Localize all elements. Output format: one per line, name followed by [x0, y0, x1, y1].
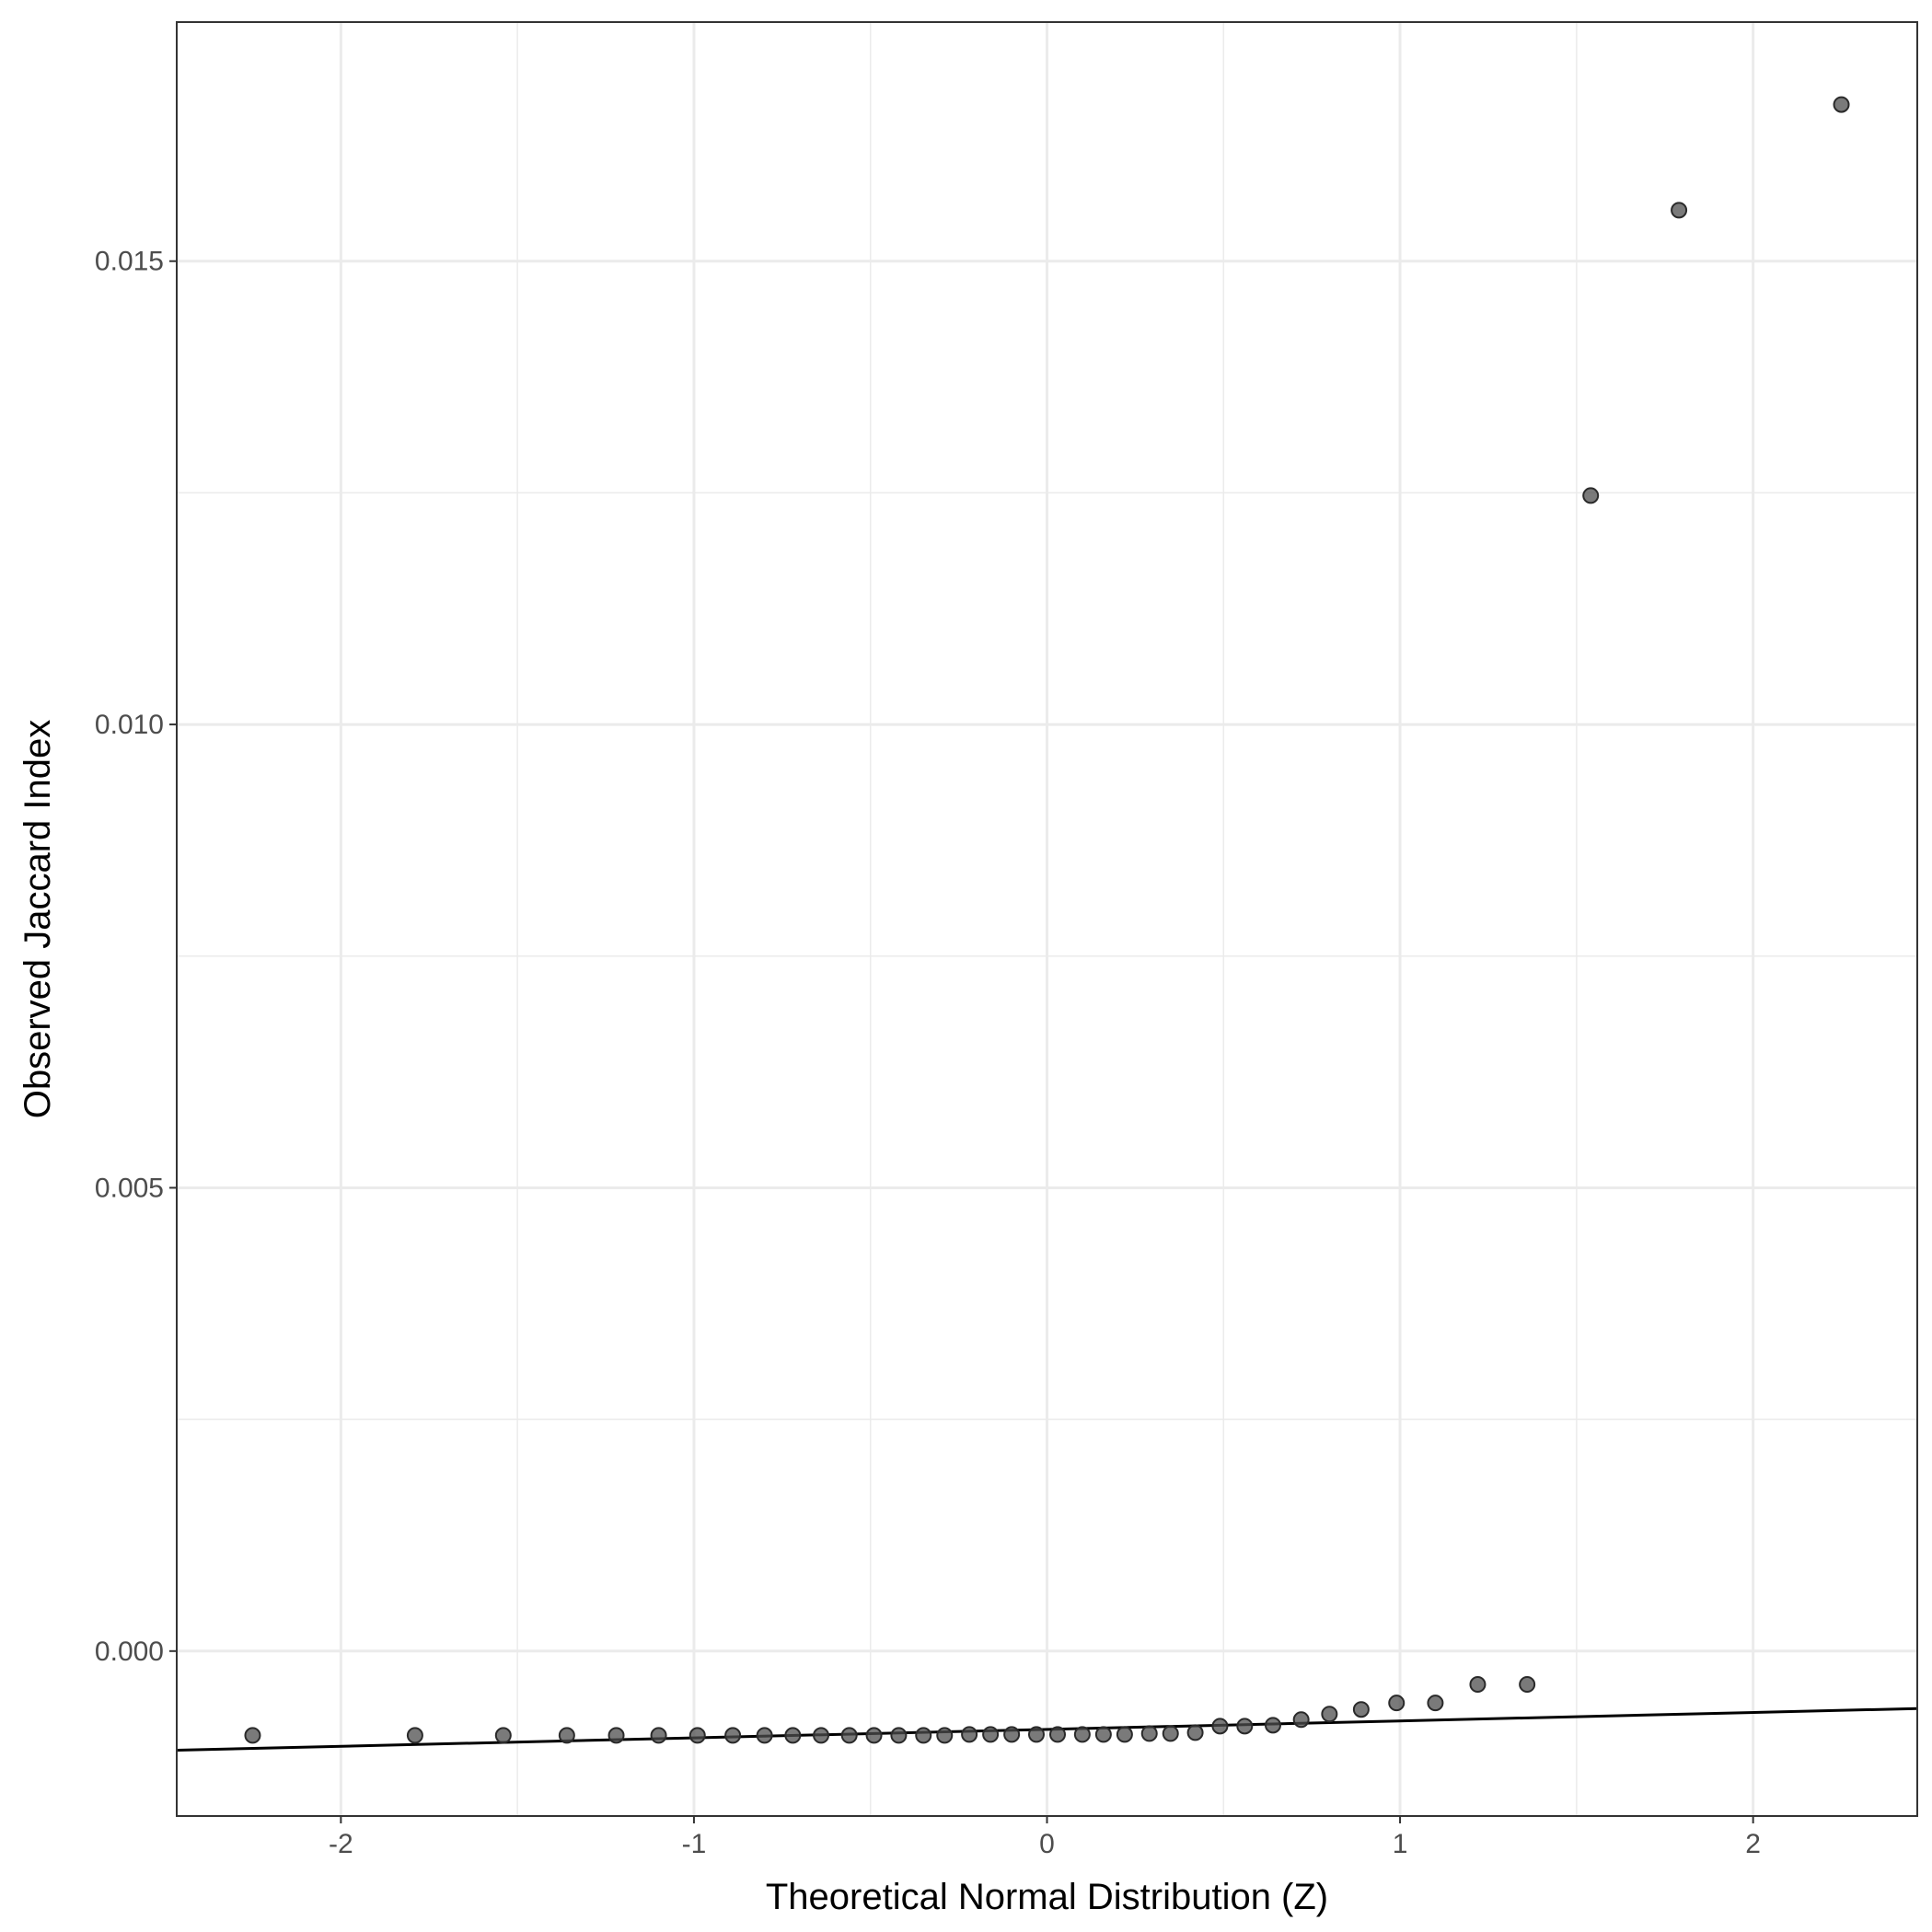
data-point [1292, 1711, 1310, 1729]
data-point [494, 1727, 512, 1744]
data-point [1519, 1676, 1536, 1694]
data-point [1027, 1726, 1045, 1743]
data-point [1321, 1706, 1338, 1723]
data-point [1003, 1726, 1021, 1743]
data-point [784, 1727, 802, 1744]
data-point [813, 1727, 830, 1744]
y-tick-label: 0.015 [95, 247, 164, 277]
x-tick-label: 2 [1745, 1829, 1761, 1859]
data-point [1116, 1726, 1133, 1743]
x-tick-label: 1 [1393, 1829, 1408, 1859]
data-point [1236, 1718, 1254, 1735]
data-point [1049, 1726, 1067, 1743]
data-point [1582, 487, 1600, 504]
grid-lines [177, 22, 1917, 1816]
reference-line-group [176, 1706, 1918, 1753]
data-point [1211, 1718, 1229, 1735]
data-point [1186, 1724, 1204, 1741]
data-point [724, 1727, 742, 1744]
x-tick-label: -1 [682, 1829, 707, 1859]
data-point [1388, 1695, 1406, 1712]
data-point [688, 1727, 706, 1744]
data-point [1352, 1701, 1370, 1718]
data-point [406, 1727, 423, 1744]
y-tick-label: 0.010 [95, 710, 164, 740]
data-point [890, 1727, 908, 1744]
data-point [1833, 96, 1850, 113]
data-point [840, 1727, 858, 1744]
data-point [1162, 1725, 1179, 1742]
data-point [982, 1726, 1000, 1743]
data-points [244, 96, 1850, 1744]
data-point [1671, 202, 1688, 219]
data-point [607, 1727, 625, 1744]
qq-reference-line [176, 1706, 1918, 1753]
y-axis-title: Observed Jaccard Index [17, 720, 58, 1119]
data-point [961, 1726, 978, 1743]
axis-ticks: -2 -1 0 1 2 0.000 0.005 0.010 0.015 [95, 247, 1761, 1859]
x-tick-label: -2 [329, 1829, 353, 1859]
data-point [650, 1727, 667, 1744]
y-tick-label: 0.000 [95, 1637, 164, 1667]
data-point [936, 1727, 954, 1744]
data-point [1073, 1726, 1091, 1743]
data-point [1264, 1717, 1281, 1734]
data-point [558, 1727, 575, 1744]
data-point [865, 1727, 883, 1744]
y-tick-label: 0.005 [95, 1173, 164, 1203]
data-point [244, 1727, 261, 1744]
x-tick-label: 0 [1039, 1829, 1055, 1859]
data-point [1094, 1726, 1112, 1743]
data-point [756, 1727, 773, 1744]
data-point [1427, 1695, 1444, 1712]
data-point [915, 1727, 932, 1744]
data-point [1140, 1725, 1158, 1742]
x-axis-title: Theoretical Normal Distribution (Z) [766, 1877, 1328, 1917]
data-point [1469, 1676, 1487, 1694]
